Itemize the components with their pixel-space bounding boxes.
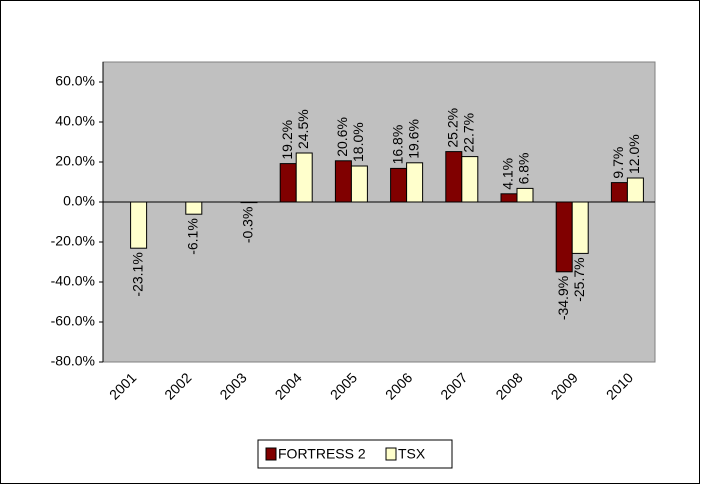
value-label: -34.9% (555, 276, 571, 320)
value-label: 6.8% (516, 152, 532, 184)
bar (555, 201, 573, 273)
bar (500, 193, 518, 203)
bar (185, 201, 203, 215)
y-tick-label: -40.0% (51, 273, 95, 289)
legend-swatch (385, 447, 397, 461)
bar (390, 167, 408, 203)
bar (571, 201, 589, 254)
bar (610, 182, 628, 203)
value-label: 19.6% (405, 119, 421, 159)
bar (334, 160, 352, 203)
legend-swatch (265, 447, 277, 461)
bar (516, 187, 534, 203)
bar (461, 156, 479, 203)
legend-box (257, 439, 453, 469)
y-tick-label: -20.0% (51, 233, 95, 249)
y-tick-label: 40.0% (55, 113, 95, 129)
value-label: 22.7% (461, 113, 477, 153)
value-label: 24.5% (295, 109, 311, 149)
value-label: 20.6% (334, 117, 350, 157)
y-tick-label: 0.0% (63, 193, 95, 209)
value-label: 18.0% (350, 122, 366, 162)
bar (295, 152, 313, 203)
value-label: -0.3% (240, 207, 256, 244)
legend-label: TSX (398, 446, 426, 462)
y-tick-label: 60.0% (55, 73, 95, 89)
y-tick-label: 20.0% (55, 153, 95, 169)
bar (130, 201, 148, 249)
bar (279, 163, 297, 203)
y-tick-label: -80.0% (51, 353, 95, 369)
value-label: 4.1% (500, 158, 516, 190)
value-label: -25.7% (571, 257, 587, 301)
bar (406, 162, 424, 203)
y-tick-label: -60.0% (51, 313, 95, 329)
value-label: -6.1% (185, 218, 201, 255)
value-label: 19.2% (279, 120, 295, 160)
legend-label: FORTRESS 2 (278, 446, 366, 462)
value-label: 12.0% (626, 134, 642, 174)
bar (626, 177, 644, 203)
value-label: 9.7% (610, 147, 626, 179)
bar (445, 151, 463, 203)
value-label: -23.1% (129, 252, 145, 296)
value-label: 16.8% (389, 125, 405, 165)
bar (350, 165, 368, 203)
value-label: 25.2% (445, 108, 461, 148)
